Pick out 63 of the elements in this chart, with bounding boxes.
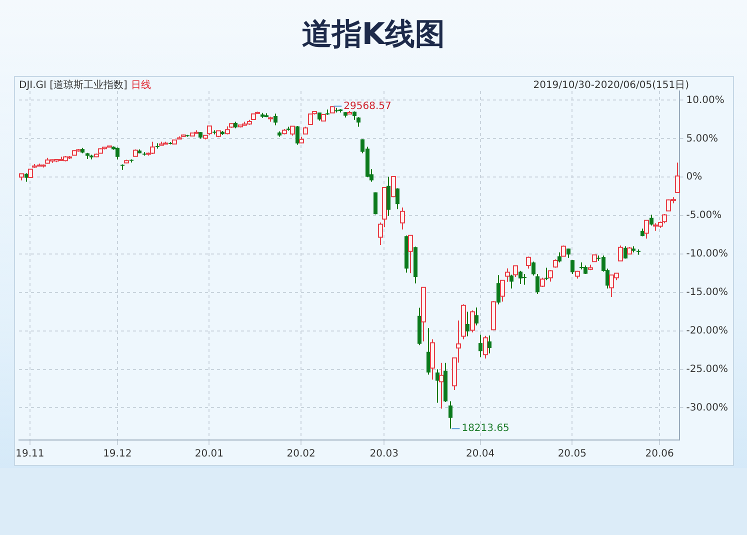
candlestick (470, 310, 475, 333)
candlestick (518, 270, 522, 284)
y-tick-label: -30.00% (686, 402, 728, 414)
candlestick (116, 147, 120, 160)
x-tick-label: 20.04 (466, 448, 495, 460)
candlestick (510, 274, 514, 290)
candlestick (624, 246, 628, 260)
x-tick-label: 19.11 (16, 448, 44, 460)
candlestick (466, 311, 470, 337)
annotation: DJI.GI [道琼斯工业指数] (19, 78, 128, 92)
candlestick (474, 306, 478, 326)
candlestick (296, 125, 300, 146)
candlestick (386, 176, 390, 216)
candlestick (448, 400, 452, 430)
y-tick-label: -25.00% (686, 364, 728, 375)
candlestick (570, 260, 574, 274)
y-tick-label: 5.00% (686, 133, 718, 144)
candlestick (500, 280, 505, 302)
annotation: 18213.65 (462, 423, 510, 434)
x-tick-label: 20.05 (558, 448, 586, 460)
candlestick (548, 270, 553, 282)
candlestick (513, 265, 518, 278)
candlestick (522, 273, 526, 286)
x-tick-label: 20.03 (370, 448, 398, 460)
candlestick (378, 222, 383, 246)
candlestick (662, 213, 667, 224)
y-tick-label: -20.00% (686, 325, 728, 336)
y-tick-label: -15.00% (686, 287, 728, 298)
candlestick (561, 245, 566, 257)
candlestick (400, 207, 405, 230)
y-tick-label: 10.00% (686, 94, 724, 106)
candlestick (308, 114, 313, 125)
candlestick (496, 274, 500, 305)
candlestick (478, 334, 482, 358)
y-tick-label: -5.00% (686, 210, 722, 222)
candlestick (274, 113, 278, 126)
y-tick-label: -10.00% (686, 248, 728, 260)
candlestick (391, 176, 396, 198)
candlestick (396, 188, 400, 210)
candlestick (505, 268, 510, 282)
candlestick (408, 234, 413, 274)
candlestick (526, 256, 531, 270)
candlestick (544, 267, 548, 281)
candlestick (558, 252, 562, 263)
candlestick (566, 248, 570, 258)
candlestick (483, 335, 488, 360)
x-tick-label: 20.06 (645, 448, 674, 460)
candlestick (488, 334, 492, 354)
candlestick (439, 362, 444, 410)
candlestick (150, 141, 155, 155)
x-tick-label: 19.12 (103, 448, 132, 460)
candlestick (374, 192, 378, 215)
candlestick (644, 220, 649, 240)
x-tick-label: 20.02 (286, 448, 316, 460)
candlestick (650, 214, 654, 226)
annotation: 2019/10/30-2020/06/05(151日) (533, 79, 689, 92)
y-tick-label: 0% (686, 172, 702, 183)
candlestick (675, 162, 680, 193)
x-tick-label: 20.01 (194, 448, 224, 460)
annotation: 日线 (131, 78, 151, 92)
chart-title: 道指K线图 (300, 16, 446, 54)
candlestick (618, 245, 623, 262)
annotation: 29568.57 (344, 100, 392, 112)
